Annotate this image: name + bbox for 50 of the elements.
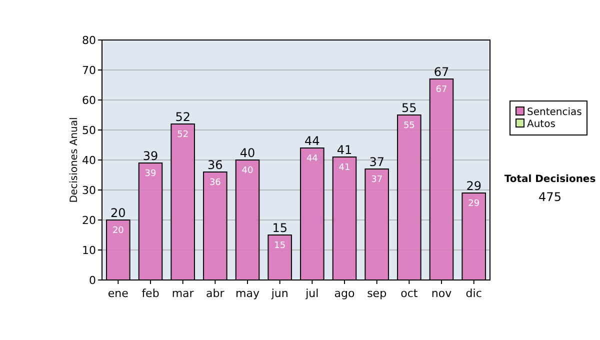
data-label: 40	[242, 166, 254, 176]
total-label: 20	[110, 206, 126, 220]
y-tick-label: 0	[89, 274, 96, 287]
total-label: 15	[272, 221, 288, 235]
x-tick-label: jul	[304, 287, 319, 300]
x-tick-label: nov	[431, 287, 452, 300]
x-tick-label: mar	[172, 287, 194, 300]
x-tick-label: dic	[466, 287, 482, 300]
data-label: 55	[403, 121, 415, 131]
total-label: 37	[369, 155, 384, 169]
text: 475	[538, 190, 562, 204]
text: Total Decisiones	[504, 174, 596, 185]
data-label: 67	[436, 85, 448, 95]
total-label: 40	[240, 146, 256, 160]
data-label: 44	[306, 154, 318, 164]
total-label: 55	[402, 101, 417, 115]
x-tick-label: ago	[334, 287, 355, 300]
data-label: 41	[338, 163, 350, 173]
x-tick-label: feb	[142, 287, 160, 300]
x-tick-label: may	[236, 287, 260, 300]
y-tick-label: 80	[82, 34, 96, 47]
x-tick-label: oct	[400, 287, 418, 300]
y-axis-title: Decisiones Anual	[69, 117, 80, 203]
total-label: 29	[466, 179, 482, 193]
y-tick-label: 40	[82, 154, 96, 167]
data-label: 20	[112, 226, 124, 236]
x-tick-label: sep	[367, 287, 387, 300]
legend-label: Sentencias	[527, 107, 582, 118]
data-label: 52	[177, 130, 189, 140]
y-tick-label: 50	[82, 124, 96, 137]
data-label: 37	[371, 175, 383, 185]
y-tick-label: 30	[82, 184, 96, 197]
total-label: 67	[434, 65, 450, 79]
total-label: 39	[142, 149, 158, 163]
total-label: 44	[304, 134, 320, 148]
data-label: 36	[209, 178, 222, 188]
data-label: 39	[144, 169, 156, 179]
y-tick-label: 70	[82, 64, 96, 77]
y-tick-label: 10	[82, 244, 96, 257]
x-tick-label: ene	[108, 287, 129, 300]
legend-label: Autos	[527, 119, 556, 130]
y-tick-label: 60	[82, 94, 96, 107]
total-label: 41	[336, 143, 352, 157]
total-label: 36	[208, 158, 223, 172]
data-label: 29	[468, 199, 480, 209]
y-tick-label: 20	[82, 214, 96, 227]
data-label: 15	[274, 241, 286, 251]
x-tick-label: abr	[206, 287, 225, 300]
total-label: 52	[175, 110, 190, 124]
x-tick-label: jun	[270, 287, 288, 300]
